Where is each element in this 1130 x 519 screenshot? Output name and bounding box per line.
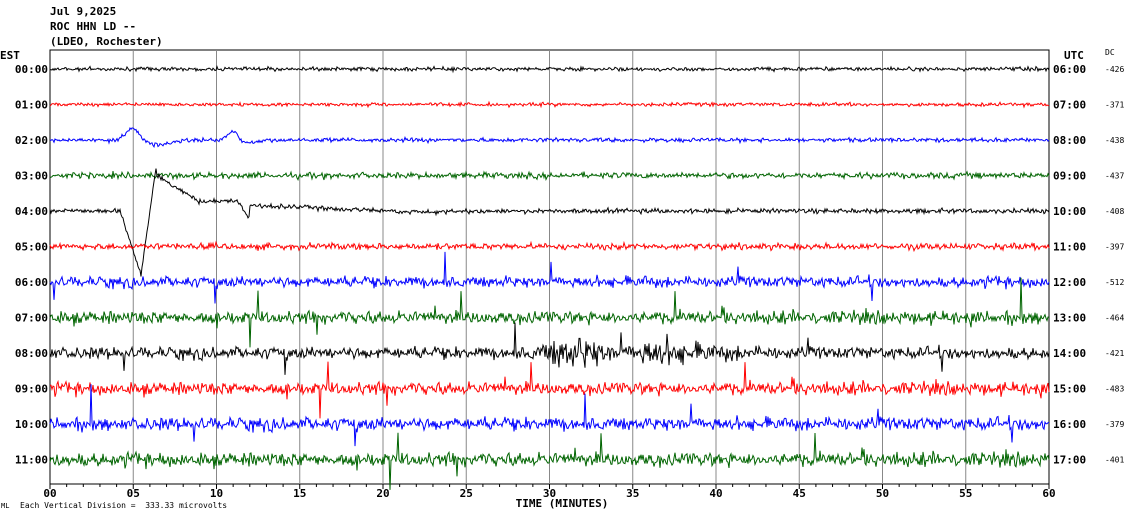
dc-offset-label: -426 — [1105, 65, 1124, 74]
est-time-label: 10:00 — [15, 418, 48, 431]
est-time-label: 05:00 — [15, 241, 48, 254]
utc-time-label: 15:00 — [1053, 383, 1086, 396]
x-tick-label: 40 — [709, 487, 722, 500]
date-label: Jul 9,2025 — [50, 5, 117, 18]
dc-offset-label: -401 — [1105, 456, 1124, 465]
utc-time-label: 11:00 — [1053, 241, 1086, 254]
dc-offset-label: -421 — [1105, 349, 1124, 358]
dc-offset-label: -408 — [1105, 207, 1124, 216]
dc-axis-title: DC — [1105, 48, 1115, 57]
x-tick-label: 05 — [127, 487, 140, 500]
network-label: (LDEO, Rochester) — [50, 35, 163, 48]
seismic-trace — [49, 322, 1050, 375]
est-time-label: 02:00 — [15, 134, 48, 147]
seismic-trace — [49, 126, 1050, 148]
x-tick-label: 35 — [626, 487, 639, 500]
x-tick-label: 15 — [293, 487, 306, 500]
utc-time-label: 06:00 — [1053, 63, 1086, 76]
dc-offset-label: -397 — [1105, 243, 1124, 252]
seismic-trace — [49, 251, 1050, 304]
scale-note: Each Vertical Division = 333.33 microvol… — [20, 501, 228, 510]
dc-offset-label: -483 — [1105, 385, 1124, 394]
est-time-label: 11:00 — [15, 454, 48, 467]
est-time-label: 09:00 — [15, 383, 48, 396]
utc-time-label: 16:00 — [1053, 418, 1086, 431]
seismic-trace — [49, 361, 1050, 419]
seismic-trace — [49, 384, 1050, 447]
dc-offset-label: -464 — [1105, 314, 1124, 323]
utc-time-label: 12:00 — [1053, 276, 1086, 289]
dc-offset-label: -437 — [1105, 172, 1124, 181]
x-tick-label: 00 — [43, 487, 56, 500]
x-tick-label: 55 — [959, 487, 972, 500]
est-axis-title: EST — [0, 49, 20, 62]
est-time-label: 00:00 — [15, 63, 48, 76]
dc-offset-label: -379 — [1105, 420, 1124, 429]
utc-time-label: 08:00 — [1053, 134, 1086, 147]
utc-time-label: 13:00 — [1053, 312, 1086, 325]
est-time-label: 08:00 — [15, 347, 48, 360]
seismic-trace — [49, 64, 1050, 74]
est-time-label: 06:00 — [15, 276, 48, 289]
utc-time-label: 10:00 — [1053, 205, 1086, 218]
station-label: ROC HHN LD -- — [50, 20, 137, 33]
seismic-trace — [49, 100, 1050, 109]
seismic-trace — [49, 168, 1050, 277]
utc-time-label: 17:00 — [1053, 454, 1086, 467]
utc-time-label: 07:00 — [1053, 99, 1086, 112]
x-tick-label: 10 — [210, 487, 223, 500]
est-time-label: 03:00 — [15, 170, 48, 183]
x-tick-label: 45 — [793, 487, 806, 500]
utc-time-label: 14:00 — [1053, 347, 1086, 360]
logo: ML — [1, 502, 10, 510]
dc-offset-label: -371 — [1105, 101, 1124, 110]
dc-offset-label: -512 — [1105, 278, 1124, 287]
x-tick-label: 25 — [460, 487, 473, 500]
x-tick-label: 30 — [543, 487, 556, 500]
x-tick-label: 60 — [1042, 487, 1055, 500]
seismic-trace — [49, 277, 1049, 348]
est-time-label: 07:00 — [15, 312, 48, 325]
seismic-trace — [49, 240, 1050, 253]
dc-offset-label: -438 — [1105, 136, 1124, 145]
seismic-trace — [49, 170, 1050, 181]
est-time-label: 04:00 — [15, 205, 48, 218]
x-tick-label: 20 — [376, 487, 389, 500]
x-axis-label: TIME (MINUTES) — [516, 497, 609, 510]
est-time-label: 01:00 — [15, 99, 48, 112]
x-tick-label: 50 — [876, 487, 889, 500]
utc-time-label: 09:00 — [1053, 170, 1086, 183]
seismic-trace — [49, 432, 1050, 490]
utc-axis-title: UTC — [1064, 49, 1084, 62]
